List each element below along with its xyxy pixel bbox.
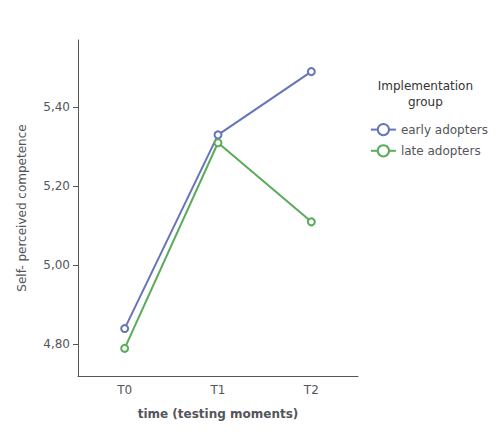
svg-text:early adopters: early adopters [401, 123, 488, 137]
svg-text:5,40: 5,40 [43, 100, 70, 114]
svg-text:4,80: 4,80 [43, 337, 70, 351]
svg-text:T1: T1 [210, 383, 226, 397]
svg-text:late adopters: late adopters [401, 144, 481, 158]
svg-text:T0: T0 [116, 383, 132, 397]
svg-text:Implementation: Implementation [378, 79, 473, 93]
svg-text:5,20: 5,20 [43, 179, 70, 193]
svg-text:Self- perceived competence: Self- perceived competence [15, 124, 29, 291]
svg-text:time (testing moments): time (testing moments) [138, 407, 299, 421]
svg-text:5,00: 5,00 [43, 258, 70, 272]
svg-text:group: group [408, 95, 443, 109]
svg-text:T2: T2 [303, 383, 319, 397]
